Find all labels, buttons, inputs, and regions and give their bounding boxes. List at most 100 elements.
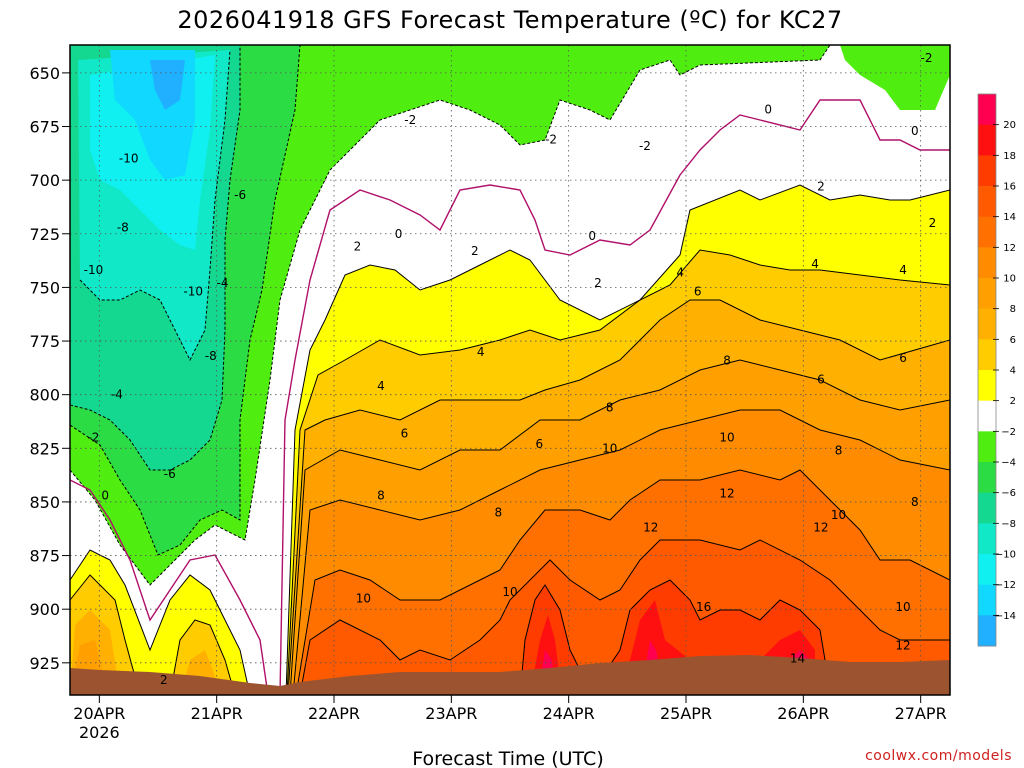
contour-label: -2 [639,139,651,153]
x-tick-label: 26APR [777,704,829,723]
contour-label: 8 [494,506,502,520]
contour-line [285,184,950,695]
contour-label: 6 [694,285,702,299]
colorbar-tick-label: 2 [1010,396,1016,407]
contour-label: 12 [643,521,658,535]
colorbar-tick-label: 16 [1003,182,1016,193]
x-tick-label: 23APR [425,704,477,723]
y-tick-label: 825 [29,439,60,458]
contour-label: 4 [676,265,684,279]
x-tick-label: 27APR [895,704,947,723]
temperature-band-region [840,45,950,110]
contour-label: 0 [588,229,596,243]
colorbar-tick-label: −8 [1001,519,1016,530]
colorbar: 20 18 16 14 12 10 8 6 4 2 −2 −4 −6 −8 −10 −12 −14 [977,93,1016,647]
contour-label: 4 [899,263,907,277]
temperature-field [70,45,950,695]
y-tick-label: 925 [29,654,60,673]
contour-label: -10 [119,152,139,166]
y-tick-label: 700 [29,171,60,190]
contour-label: 6 [899,351,907,365]
colorbar-band [978,462,996,494]
contour-label: 8 [835,443,843,457]
contour-label: -4 [217,276,229,290]
colorbar-tick-label: 4 [1010,366,1016,377]
y-tick-label: 875 [29,547,60,566]
contour-label: -8 [205,349,217,363]
y-tick-label: 900 [29,600,60,619]
y-axis: 650 675 700 725 750 775 800 825 850 875 900 925 [29,64,70,673]
contour-label: 10 [831,508,846,522]
contour-label: 8 [723,353,731,367]
contour-label: 6 [536,437,544,451]
colorbar-tick-label: 6 [1010,335,1016,346]
colorbar-band [978,615,996,647]
colorbar-band [978,554,996,586]
contour-label: 0 [101,488,109,502]
contour-label: 0 [764,102,772,116]
x-tick-label: 25APR [660,704,712,723]
contour-label: -8 [117,220,129,234]
x-tick-label: 20APR [73,704,125,723]
chart-title: 2026041918 GFS Forecast Temperature (ºC)… [177,6,842,34]
contour-line [70,45,241,471]
temperature-band-region [262,300,300,695]
credit-text: coolwx.com/models [865,748,1012,764]
contour-label: 10 [602,441,617,455]
contour-line [70,574,236,695]
x-tick-label: 22APR [308,704,360,723]
contour-line [70,45,301,556]
y-tick-label: 800 [29,386,60,405]
colorbar-band [978,94,996,126]
colorbar-tick-label: 8 [1010,304,1016,315]
contour-label: 14 [790,652,805,666]
contour-label: 10 [895,600,910,614]
colorbar-tick-label: 12 [1003,243,1016,254]
contour-line [295,469,950,695]
contour-line [286,249,950,695]
contour-label: -4 [111,388,123,402]
colorbar-band [978,216,996,248]
colorbar-tick-label: 14 [1003,212,1016,223]
colorbar-band [978,400,996,432]
contour-line [519,579,841,695]
contour-line [279,99,950,695]
contour-label: 10 [502,585,517,599]
terrain [70,655,950,695]
colorbar-band [978,523,996,555]
plot-frame [69,44,951,696]
x-tick-label: 24APR [543,704,595,723]
contour-line [289,359,950,695]
contour-label: 6 [817,373,825,387]
y-tick-label: 675 [29,118,60,137]
colorbar-band [978,278,996,310]
contour-label: -6 [164,467,176,481]
y-tick-label: 850 [29,493,60,512]
contour-label: 8 [377,488,385,502]
contour-label: 16 [696,600,711,614]
contour-label: -2 [404,113,416,127]
contour-line [70,479,269,695]
colorbar-band [978,339,996,371]
contour-label: -2 [921,51,933,65]
contour-label: 4 [811,257,819,271]
contour-label: 12 [895,639,910,653]
contour-label: 8 [911,495,919,509]
colorbar-tick-label: 10 [1003,274,1016,285]
contour-label: 0 [911,124,919,138]
colorbar-tick-label: 20 [1003,120,1016,131]
colorbar-band [978,124,996,156]
colorbar-band [978,186,996,218]
x-tick-sublabel: 2026 [79,723,120,742]
colorbar-tick-label: −10 [995,550,1016,561]
contour-label: 0 [395,227,403,241]
contour-label: 12 [719,486,734,500]
contour-line [287,299,950,695]
contour-label: 2 [594,276,602,290]
contour-label: 4 [477,345,485,359]
colorbar-band [978,155,996,187]
